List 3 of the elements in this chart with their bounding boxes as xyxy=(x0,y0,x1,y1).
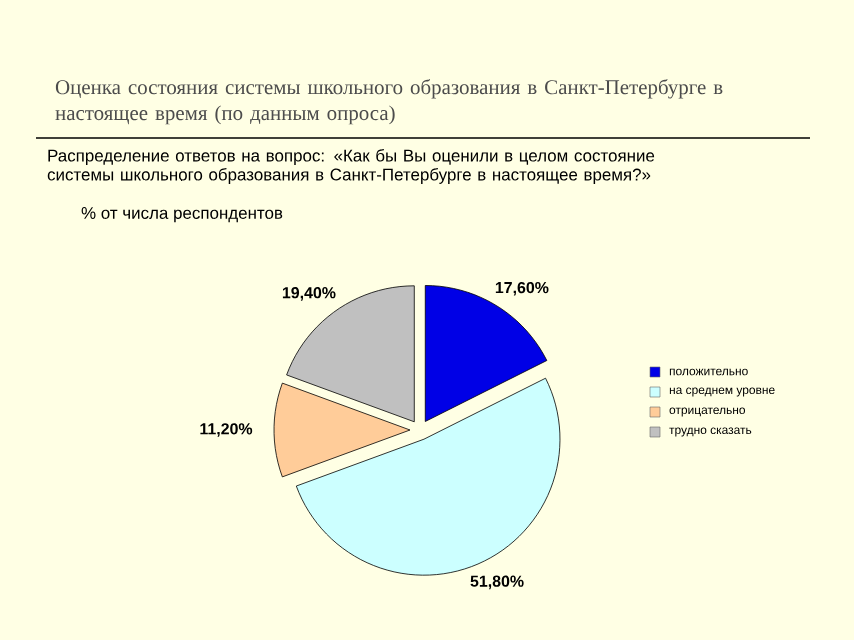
chart-title: Оценка состояния системы школьного образования в Санкт-Петербурге в настоящее время (по данным опроса) xyxy=(55,79,723,125)
text: % от числа респондентов xyxy=(81,207,283,223)
chart-subtitle: Распределение ответов на вопрос: «Как бы Вы оценили в целом состояние системы школьного образования в Санкт-Петербурге в настоящее время?» xyxy=(47,149,655,184)
